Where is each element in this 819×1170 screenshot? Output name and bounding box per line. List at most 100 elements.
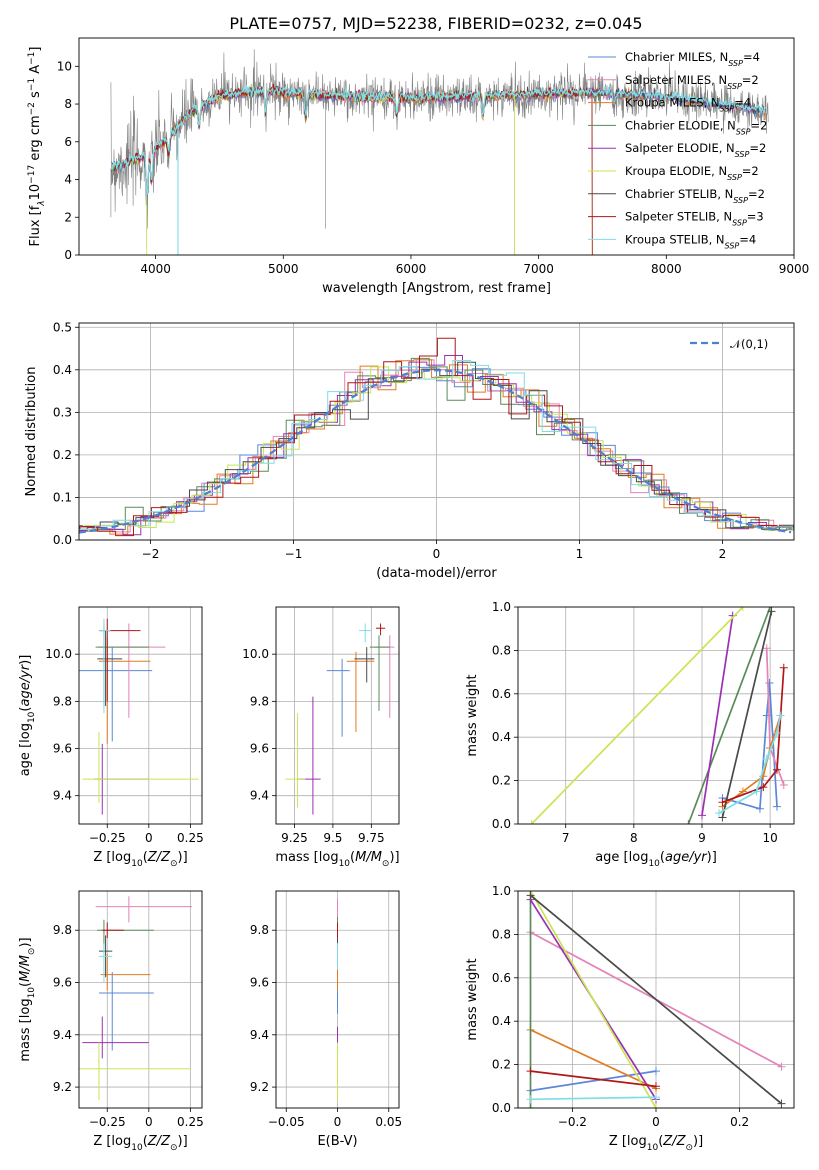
legend-entry: Kroupa ELODIE, NSSP=2: [625, 164, 759, 182]
x-axis-label-part: (: [350, 850, 355, 865]
x-axis-label-part: mass [log: [275, 850, 338, 865]
x-axis-label-part: ⊙: [685, 1143, 693, 1153]
model-spectrum-8: [111, 84, 766, 255]
weight-marker-7: [779, 663, 788, 672]
x-tick-label: 0: [652, 1115, 660, 1129]
normal-reference-curve: [79, 369, 792, 534]
weight-marker-4: [698, 811, 706, 820]
x-axis-label-part: )]: [707, 850, 717, 865]
y-axis-label-part: λ: [37, 200, 47, 206]
axes: −0.25 0 0.259.49.69.810.0Z [log10(Z/Z⊙)]ag…: [18, 606, 204, 869]
x-axis-label-part: 10: [339, 859, 351, 869]
x-tick-label: 7000: [523, 262, 554, 276]
y-tick-label: 9.8: [53, 694, 72, 708]
axes-frame: [517, 606, 795, 825]
x-axis-label: mass [log10(M/M⊙)]: [275, 850, 399, 869]
residual-histogram-2: [79, 359, 794, 535]
weight-line-5: [529, 891, 657, 1108]
y-axis-label-part: −1: [27, 78, 37, 91]
y-tick-label: 0.0: [492, 817, 511, 831]
x-axis-label: wavelength [Angstrom, rest frame]: [322, 281, 551, 296]
weight-marker-6: [777, 1099, 786, 1108]
x-axis-label-part: 10: [131, 1143, 143, 1153]
y-axis-label-part: 10: [27, 987, 37, 999]
weight-marker-6: [526, 891, 535, 900]
weight-marker-0: [755, 804, 764, 813]
legend-entry: Kroupa STELIB, NSSP=4: [625, 232, 756, 250]
x-tick-label: 4000: [140, 262, 171, 276]
axes: 4000 5000 6000 7000 8000 9000 0 2 4 6 8 10 wavelengt…: [27, 37, 810, 296]
plot-area: [110, 49, 769, 255]
legend-label-tail: =2: [749, 141, 766, 155]
y-axis-label-part: Flux [f: [28, 205, 43, 246]
legend-label-sub: SSP: [736, 127, 751, 136]
axes: −0.05 0 0.05 9.2 9.4 9.6 9.8 E(B-V): [250, 890, 402, 1149]
plot-area: [526, 891, 786, 1108]
y-tick-label: 0.2: [53, 448, 72, 462]
y-tick-label: 9.2: [53, 1080, 72, 1094]
y-axis-label-part: mass weight: [465, 674, 480, 756]
x-axis-label-part: wavelength [Angstrom, rest frame]: [322, 281, 551, 296]
legend-entry: Chabrier MILES, NSSP=4: [625, 50, 760, 68]
y-axis-label-part: (: [18, 707, 33, 712]
weight-marker-1: [777, 1062, 786, 1071]
x-tick-label: 9000: [779, 262, 810, 276]
y-axis-label-part: age/yr: [18, 663, 33, 706]
y-tick-label: 8: [64, 97, 72, 111]
y-tick-label: 0.1: [53, 490, 72, 504]
y-axis-label-part: ⊙: [27, 948, 37, 956]
legend-label-tail: =2: [751, 118, 768, 132]
y-axis-label-part: M/M: [18, 955, 33, 982]
y-axis-label-part: mass [log: [18, 998, 33, 1061]
grid: [79, 891, 202, 1108]
x-axis-label-part: 10: [648, 859, 660, 869]
x-axis-label-part: Z/Z: [662, 1134, 686, 1149]
legend-entry: Kroupa MILES, NSSP=4: [625, 96, 751, 114]
y-tick-label: 0.3: [53, 405, 72, 419]
y-axis-label-part: −1: [27, 52, 37, 65]
y-tick-label: 10.0: [242, 647, 269, 661]
legend-entry: Chabrier ELODIE, NSSP=2: [625, 118, 767, 136]
axes: −0.25 0 0.259.29.49.69.8Z [log10(Z/Z⊙)]mas…: [18, 890, 204, 1153]
x-axis-label-part: M/M: [355, 850, 382, 865]
x-tick-label: 0: [433, 547, 441, 561]
y-axis-label: Normed distribution: [24, 367, 39, 497]
x-axis-label-part: (: [143, 1134, 148, 1149]
y-tick-label: 9.6: [53, 976, 72, 990]
x-tick-label: 10: [763, 831, 778, 845]
plot-area: [527, 607, 788, 824]
x-axis-label-part: 10: [647, 1143, 659, 1153]
weight-marker-0: [652, 1067, 660, 1076]
legend-label: Chabrier STELIB, N: [625, 187, 733, 201]
legend-label: Kroupa ELODIE, N: [625, 164, 727, 178]
weight-marker-8: [526, 1095, 535, 1104]
axes-frame: [275, 890, 400, 1109]
x-tick-label: −2: [142, 547, 160, 561]
mass-vs-extinction-panel: −0.05 0 0.05 9.2 9.4 9.6 9.8 E(B-V): [250, 890, 402, 1149]
y-tick-label: 0.4: [492, 730, 511, 744]
y-tick-label: 9.8: [250, 923, 269, 937]
axes-frame: [517, 890, 795, 1109]
legend-label-sub: SSP: [728, 59, 743, 68]
legend-label: Chabrier ELODIE, N: [625, 118, 736, 132]
weight-line-6: [721, 611, 773, 818]
x-tick-label: 9: [698, 831, 706, 845]
residual-histogram-panel: −2 −1 0 1 2 0.0 0.1 0.2 0.3 0.4 0.5 (data-model)/er…: [24, 320, 795, 581]
y-tick-label: 9.6: [250, 742, 269, 756]
weight-marker-0: [772, 802, 781, 811]
weight-marker-7: [652, 1082, 660, 1091]
x-axis-label: E(B-V): [317, 1134, 357, 1149]
weight-line-8: [530, 1096, 657, 1101]
axes: −2 −1 0 1 2 0.0 0.1 0.2 0.3 0.4 0.5 (data-model)/er…: [24, 320, 795, 581]
y-tick-label: 2: [64, 210, 72, 224]
x-tick-label: 0: [145, 1115, 153, 1129]
weight-marker-3: [766, 607, 775, 611]
weight-line-5: [530, 607, 744, 824]
weight-marker-7: [718, 798, 727, 807]
y-tick-label: 0.6: [492, 687, 511, 701]
y-axis-label-part: erg cm: [28, 115, 43, 164]
y-axis-label-part: age [log: [18, 723, 33, 776]
